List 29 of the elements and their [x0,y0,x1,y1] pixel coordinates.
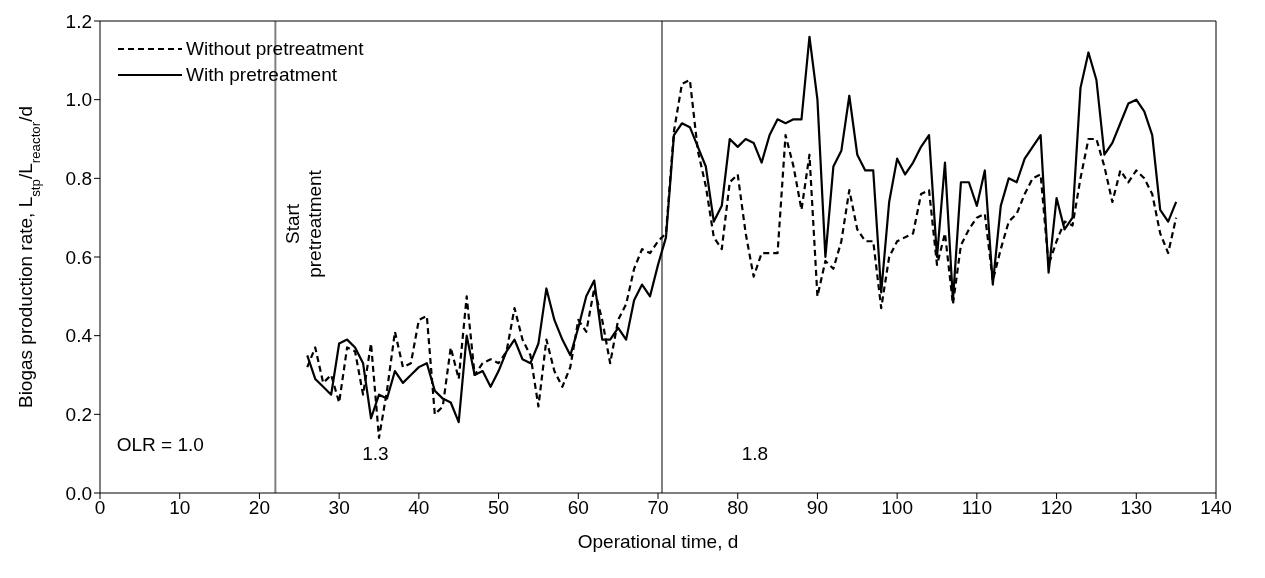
x-tick-label: 10 [169,497,191,519]
x-tick-label: 120 [1040,497,1073,519]
x-tick-label: 100 [881,497,913,519]
y-tick-label: 1.0 [65,89,92,111]
x-tick-label: 50 [488,497,510,519]
x-tick-label: 140 [1200,497,1232,519]
x-tick-label: 30 [328,497,350,519]
legend-label: With pretreatment [186,64,337,86]
ref-line-label: Start pretreatment [281,169,326,278]
y-tick-label: 0.2 [65,404,92,426]
annotation: OLR = 1.0 [116,433,204,456]
x-tick-label: 40 [408,497,430,519]
y-tick-label: 0.4 [65,325,93,347]
annotation: 1.3 [362,443,389,466]
x-tick-label: 20 [248,497,270,519]
x-axis-title: Operational time, d [577,531,739,552]
x-tick-label: 90 [806,497,828,519]
y-tick-label: 0.8 [65,168,92,190]
annotation: 1.8 [741,443,769,466]
x-tick-label: 80 [727,497,749,519]
x-tick-label: 60 [567,497,589,519]
x-tick-label: 0 [94,497,106,519]
y-tick-label: 1.2 [65,10,92,32]
legend-label: Without pretreatment [186,38,364,60]
y-tick-label: 0.0 [65,482,92,504]
y-tick-label: 0.6 [65,246,92,268]
x-tick-label: 130 [1120,497,1153,519]
x-tick-label: 70 [647,497,669,519]
x-tick-label: 110 [961,497,993,519]
